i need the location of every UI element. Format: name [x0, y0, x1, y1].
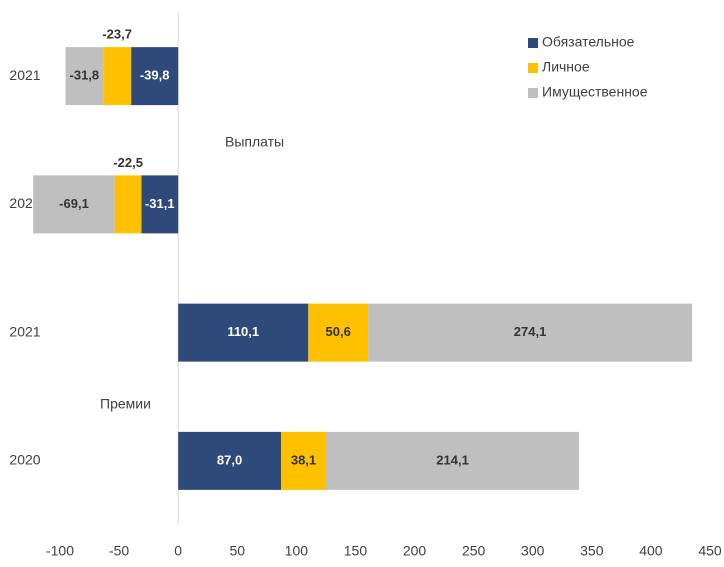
x-tick-label: 100: [285, 543, 309, 559]
value-label: -23,7: [102, 27, 132, 42]
x-tick-label: -50: [109, 543, 129, 559]
y-tick-label: 2020: [9, 195, 40, 211]
x-tick-label: 50: [229, 543, 245, 559]
x-tick-label: 150: [344, 543, 368, 559]
legend-label: Имущественное: [542, 84, 648, 100]
x-tick-label: 300: [521, 543, 545, 559]
legend-label: Обязательное: [542, 34, 635, 50]
y-tick-label: 2021: [9, 323, 40, 339]
bar-segment: [141, 175, 179, 234]
value-label: 50,6: [326, 324, 351, 339]
value-label: -39,8: [140, 68, 170, 83]
bar-segment: [178, 431, 281, 490]
value-label: 87,0: [217, 452, 242, 467]
x-tick-label: 350: [580, 543, 604, 559]
bar-segment: [308, 303, 369, 362]
legend-swatch: [528, 38, 538, 48]
bar-segment: [178, 303, 309, 362]
x-tick-label: 450: [698, 543, 722, 559]
bar-segment: [103, 47, 132, 106]
legend-swatch: [528, 88, 538, 98]
value-label: -69,1: [59, 196, 89, 211]
y-tick-label: 2021: [9, 67, 40, 83]
annotation: Выплаты: [225, 134, 284, 150]
bar-segment: [131, 47, 179, 106]
bar-segment: [114, 175, 142, 234]
x-tick-label: -100: [46, 543, 74, 559]
value-label: -31,1: [145, 196, 175, 211]
x-tick-label: 250: [462, 543, 486, 559]
bar-segment: [368, 303, 693, 362]
x-tick-label: 200: [403, 543, 427, 559]
y-tick-label: 2020: [9, 452, 40, 468]
value-label: -31,8: [70, 68, 100, 83]
value-label: 110,1: [227, 324, 259, 339]
x-tick-label: 400: [639, 543, 663, 559]
annotation: Премии: [100, 396, 151, 412]
value-label: 214,1: [436, 452, 469, 467]
value-label: 274,1: [514, 324, 547, 339]
bar-segment: [281, 431, 327, 490]
legend-swatch: [528, 63, 538, 73]
bar-segment: [33, 175, 115, 234]
x-tick-label: 0: [174, 543, 182, 559]
legend-label: Личное: [542, 59, 590, 75]
bar-segment: [65, 47, 104, 106]
bar-segment: [326, 431, 580, 490]
value-label: 38,1: [291, 452, 316, 467]
value-label: -22,5: [113, 155, 143, 170]
